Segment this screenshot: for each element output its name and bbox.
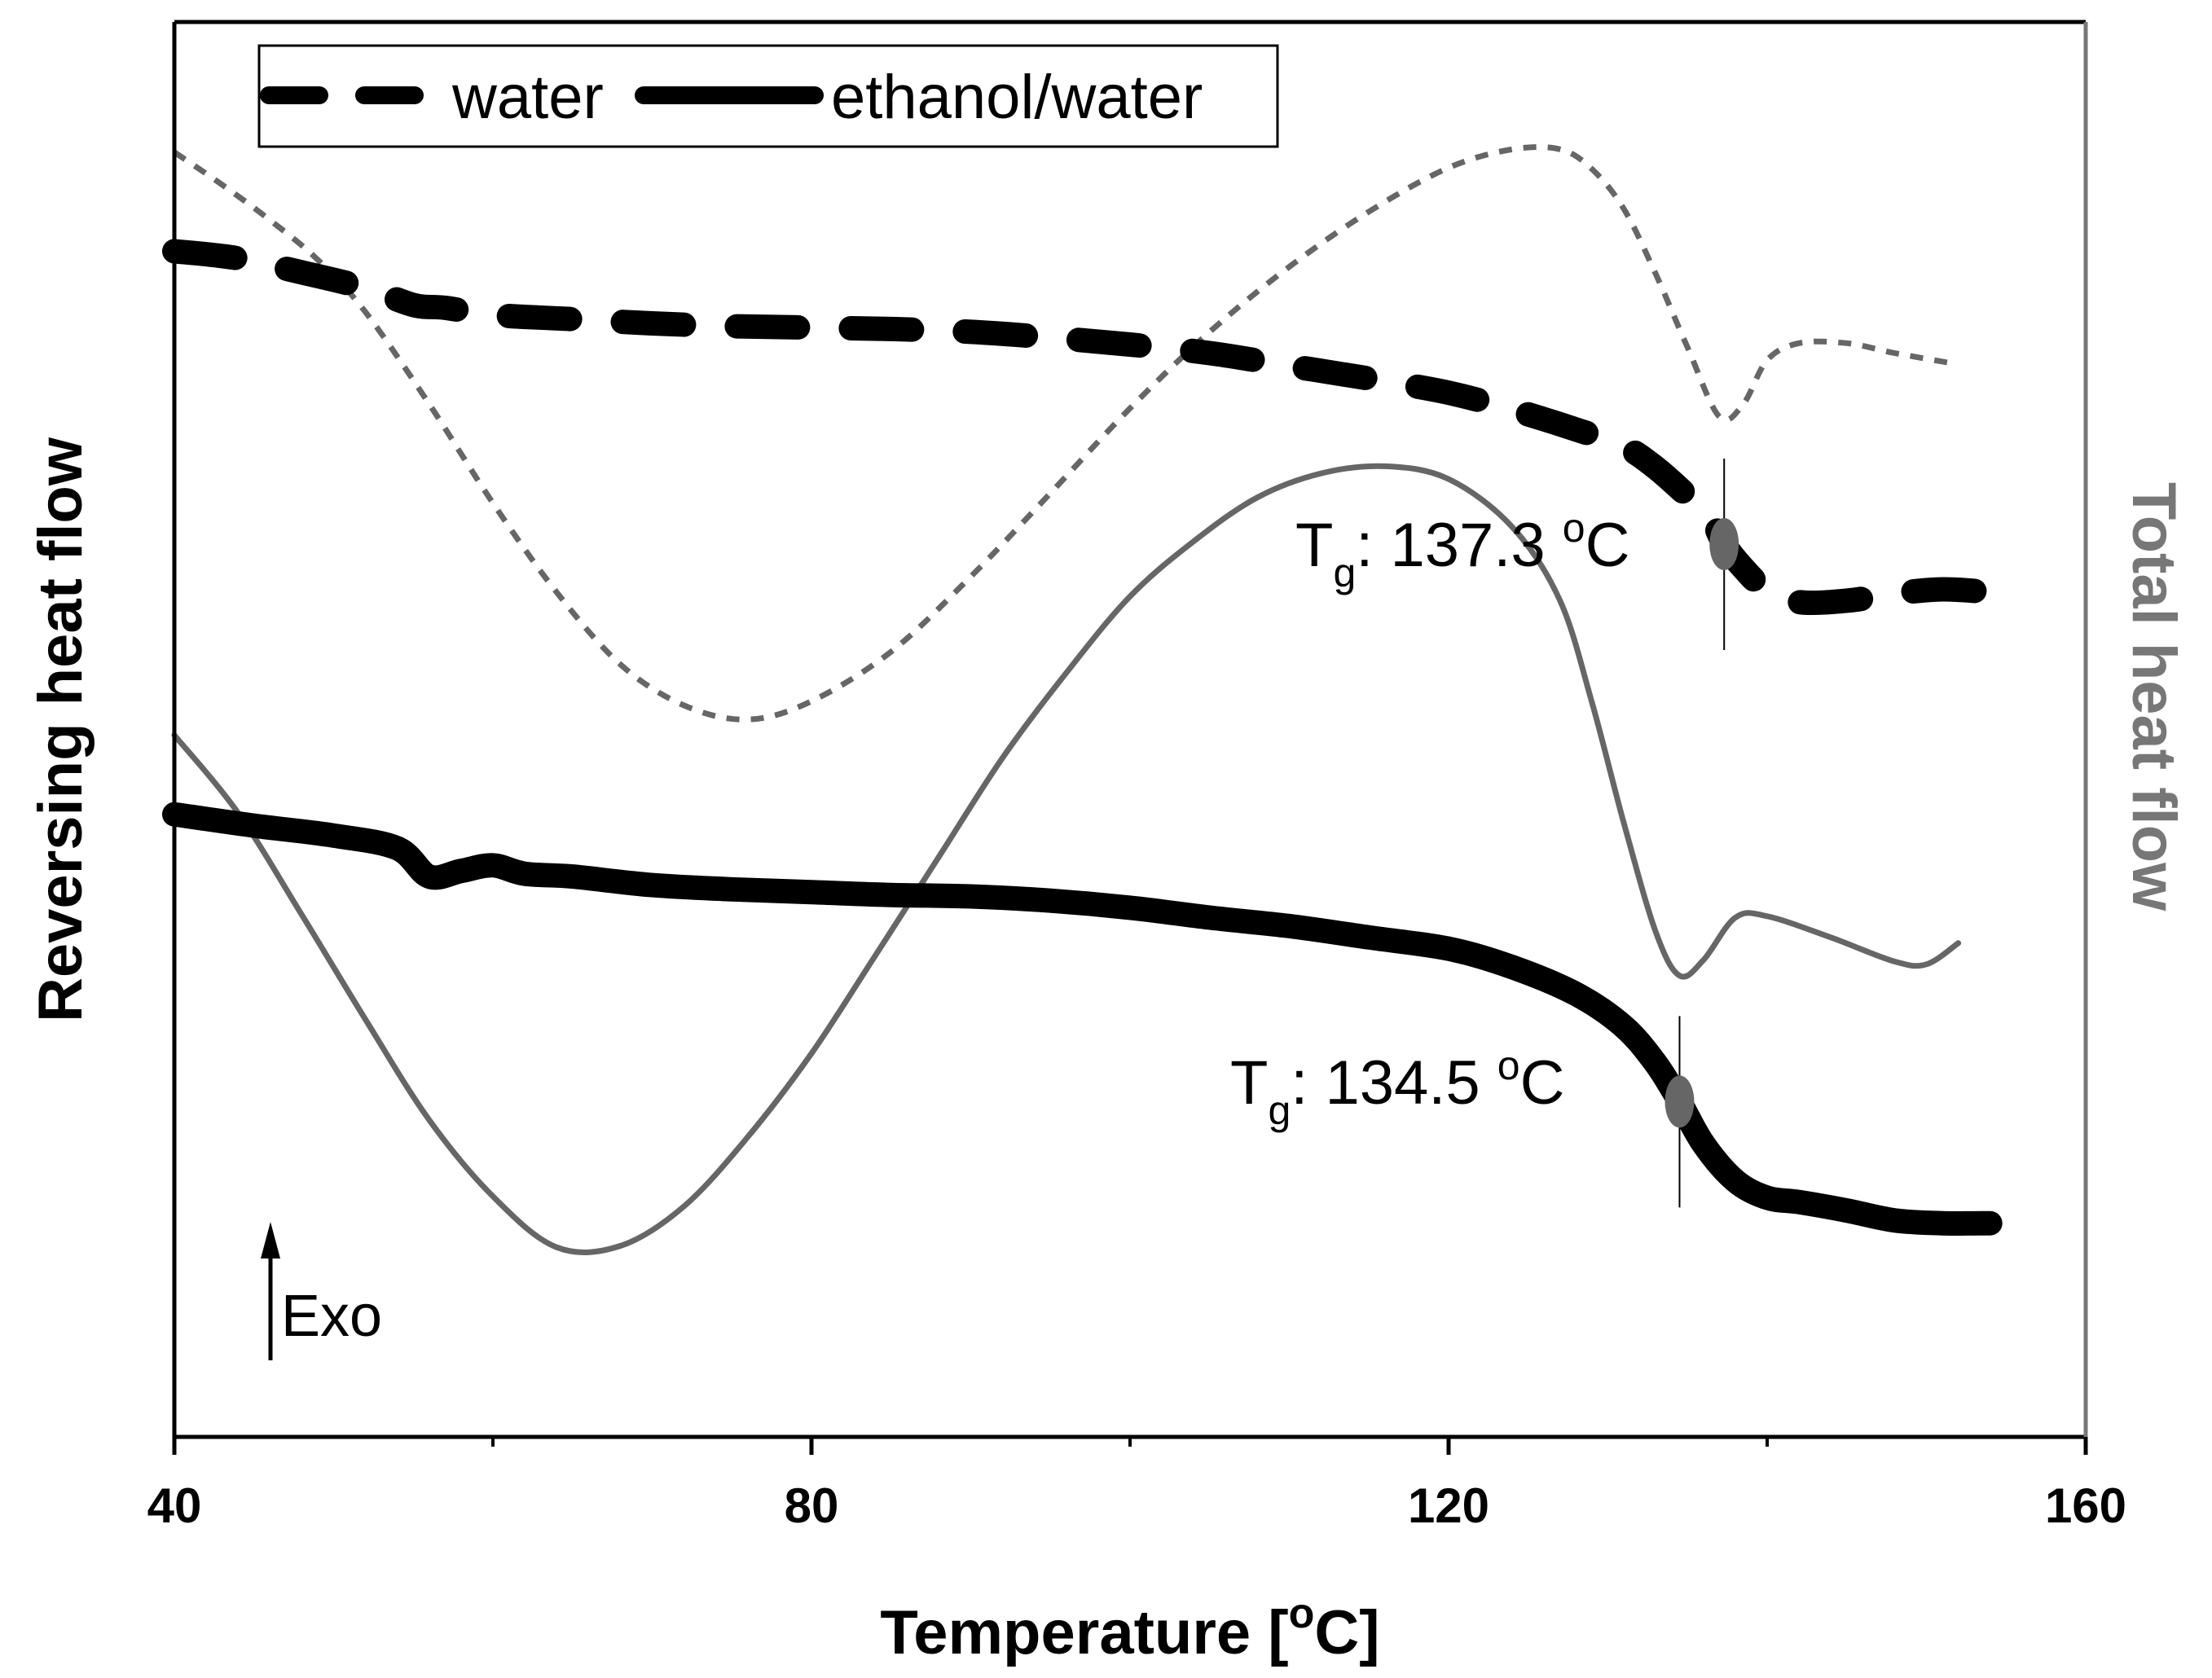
tg-annotation-water: Tg: 137.3 oC (1295, 505, 1629, 595)
tg-annotation-water-value: : 137.3 (1356, 511, 1563, 580)
x-tick-label: 80 (785, 1478, 839, 1533)
series-ethanol-water-reversing-line (162, 802, 2003, 1236)
y-axis-title-left: Reversing heat flow (26, 437, 95, 1022)
exo-label: Exo (281, 1284, 382, 1349)
legend-label-ethanol-water: ethanol/water (831, 63, 1203, 132)
x-axis-title-sup: o (1289, 1590, 1315, 1637)
x-ticks (172, 1437, 2088, 1455)
exo-arrow-icon (261, 1222, 280, 1258)
tg-annotation-ethanol-water-unit: C (1520, 1048, 1565, 1118)
x-tick-label: 120 (1408, 1478, 1489, 1533)
x-axis-title-main: Temperature [ (880, 1598, 1288, 1667)
tg-annotation-ethanol-water-sub: g (1268, 1087, 1291, 1133)
curves-layer (162, 143, 2034, 1255)
tg-marker-ethanol-water (1664, 1075, 1695, 1128)
tg-annotation-water-sup: o (1563, 505, 1585, 551)
x-tick-label: 160 (2045, 1478, 2126, 1533)
y-axis-title-right: Total heat flow (2119, 482, 2188, 911)
tg-annotation-water-t: T (1295, 511, 1333, 580)
series-water-total-line (173, 143, 1959, 723)
tg-markers (1664, 458, 1739, 1208)
x-tick-labels: 40 80 120 160 (147, 1478, 2126, 1533)
x-axis-title: Temperature [oC] (880, 1590, 1379, 1667)
tg-annotation-ethanol-water-sup: o (1497, 1043, 1520, 1088)
series-ethanol-water-total-line (171, 463, 1962, 1255)
x-axis-title-unit: C] (1314, 1598, 1379, 1667)
series-water-reversing-line (162, 239, 2034, 616)
legend-label-water: water (451, 63, 604, 132)
tg-annotation-ethanol-water-t: T (1230, 1048, 1268, 1118)
tg-annotation-ethanol-water-value: : 134.5 (1291, 1048, 1497, 1118)
tg-marker-water (1709, 517, 1739, 570)
legend: water ethanol/water (257, 44, 1279, 148)
tg-annotation-ethanol-water: Tg: 134.5 oC (1230, 1043, 1564, 1133)
x-tick-label: 40 (147, 1478, 202, 1533)
tg-annotation-water-unit: C (1585, 511, 1630, 580)
tg-annotation-water-sub: g (1333, 550, 1356, 595)
